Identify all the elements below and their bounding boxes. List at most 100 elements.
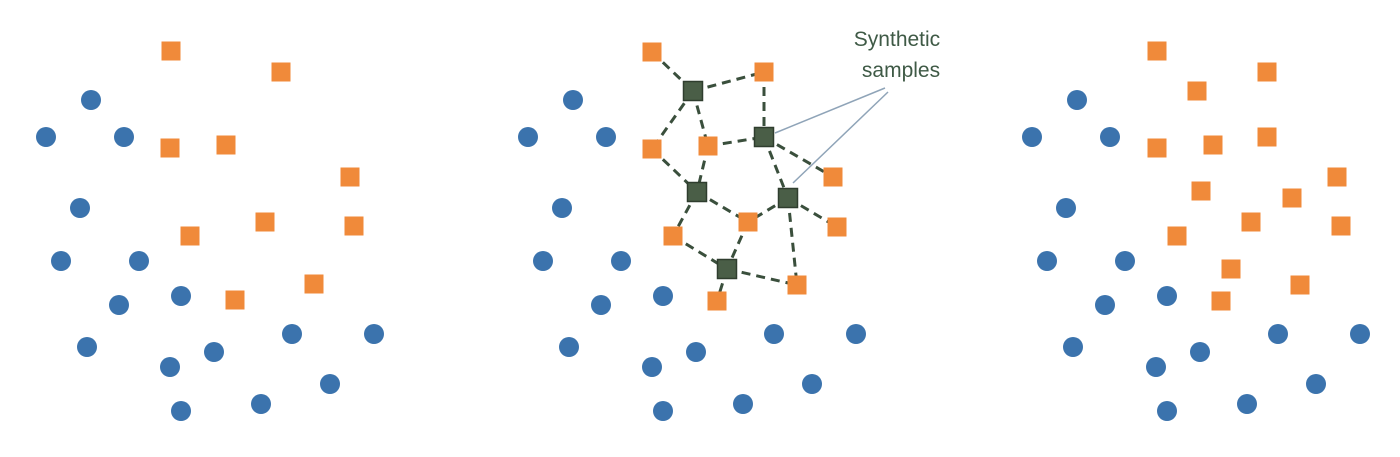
majority-sample-point bbox=[1056, 198, 1076, 218]
majority-sample-point bbox=[764, 324, 784, 344]
majority-sample-point bbox=[846, 324, 866, 344]
majority-sample-point bbox=[251, 394, 271, 414]
majority-sample-point bbox=[559, 337, 579, 357]
minority-sample-point bbox=[1257, 62, 1277, 82]
minority-sample-point bbox=[787, 275, 807, 295]
majority-sample-point bbox=[596, 127, 616, 147]
majority-sample-point bbox=[171, 401, 191, 421]
majority-sample-point bbox=[1146, 357, 1166, 377]
minority-sample-point bbox=[1187, 81, 1207, 101]
interpolation-edge bbox=[692, 70, 765, 93]
majority-sample-point bbox=[70, 198, 90, 218]
minority-sample-point bbox=[180, 226, 200, 246]
minority-sample-point bbox=[698, 136, 718, 156]
majority-sample-point bbox=[653, 401, 673, 421]
synthetic-sample-point bbox=[716, 258, 738, 280]
majority-sample-point bbox=[552, 198, 572, 218]
majority-sample-point bbox=[282, 324, 302, 344]
annotation-label-line2: samples bbox=[862, 59, 940, 82]
minority-sample-point bbox=[738, 212, 758, 232]
interpolation-edge bbox=[726, 267, 798, 287]
majority-sample-point bbox=[77, 337, 97, 357]
synthetic-sample-point bbox=[686, 181, 708, 203]
minority-sample-point bbox=[1211, 291, 1231, 311]
minority-sample-point bbox=[1290, 275, 1310, 295]
majority-sample-point bbox=[129, 251, 149, 271]
panel-original bbox=[36, 41, 384, 421]
majority-sample-point bbox=[114, 127, 134, 147]
synthetic-sample-point bbox=[682, 80, 704, 102]
majority-sample-point bbox=[653, 286, 673, 306]
interpolation-edges bbox=[650, 50, 838, 302]
minority-sample-point bbox=[1147, 41, 1167, 61]
minority-sample-point bbox=[663, 226, 683, 246]
annotation-pointer-line bbox=[774, 87, 886, 134]
majority-sample-point bbox=[686, 342, 706, 362]
minority-sample-point bbox=[823, 167, 843, 187]
minority-sample-point bbox=[1221, 259, 1241, 279]
majority-sample-point bbox=[36, 127, 56, 147]
minority-sample-point bbox=[642, 139, 662, 159]
minority-sample-point bbox=[827, 217, 847, 237]
majority-sample-point bbox=[518, 127, 538, 147]
majority-sample-point bbox=[1350, 324, 1370, 344]
minority-sample-point bbox=[754, 62, 774, 82]
majority-sample-point bbox=[1022, 127, 1042, 147]
majority-sample-point bbox=[1268, 324, 1288, 344]
majority-sample-point bbox=[642, 357, 662, 377]
minority-sample-point bbox=[1191, 181, 1211, 201]
majority-sample-point bbox=[1157, 286, 1177, 306]
minority-sample-point bbox=[1257, 127, 1277, 147]
majority-sample-point bbox=[1067, 90, 1087, 110]
panel-smote-interpolation bbox=[518, 42, 866, 421]
majority-sample-point bbox=[1100, 127, 1120, 147]
minority-sample-point bbox=[216, 135, 236, 155]
minority-sample-point bbox=[255, 212, 275, 232]
majority-sample-point bbox=[591, 295, 611, 315]
majority-sample-point bbox=[733, 394, 753, 414]
minority-sample-point bbox=[304, 274, 324, 294]
interpolation-edge bbox=[786, 197, 799, 286]
synthetic-sample-point bbox=[753, 126, 775, 148]
annotation-pointer-line bbox=[792, 91, 889, 184]
minority-sample-point bbox=[340, 167, 360, 187]
minority-sample-point bbox=[1203, 135, 1223, 155]
majority-sample-point bbox=[320, 374, 340, 394]
majority-sample-point bbox=[802, 374, 822, 394]
majority-sample-point bbox=[109, 295, 129, 315]
minority-sample-point bbox=[1331, 216, 1351, 236]
majority-sample-point bbox=[1157, 401, 1177, 421]
majority-sample-point bbox=[81, 90, 101, 110]
minority-sample-point bbox=[642, 42, 662, 62]
minority-sample-point bbox=[1167, 226, 1187, 246]
majority-sample-point bbox=[51, 251, 71, 271]
majority-sample-point bbox=[204, 342, 224, 362]
minority-sample-point bbox=[160, 138, 180, 158]
synthetic-sample-point bbox=[777, 187, 799, 209]
majority-sample-point bbox=[1190, 342, 1210, 362]
minority-sample-point bbox=[1282, 188, 1302, 208]
minority-sample-point bbox=[1327, 167, 1347, 187]
interpolation-edge bbox=[762, 136, 790, 199]
interpolation-edge bbox=[763, 135, 834, 179]
majority-sample-point bbox=[1037, 251, 1057, 271]
majority-sample-point bbox=[1063, 337, 1083, 357]
majority-sample-point bbox=[160, 357, 180, 377]
majority-sample-point bbox=[1115, 251, 1135, 271]
majority-sample-point bbox=[611, 251, 631, 271]
majority-sample-point bbox=[533, 251, 553, 271]
interpolation-edge bbox=[650, 90, 695, 150]
minority-sample-point bbox=[1147, 138, 1167, 158]
minority-sample-point bbox=[1241, 212, 1261, 232]
majority-sample-point bbox=[1306, 374, 1326, 394]
minority-sample-point bbox=[271, 62, 291, 82]
minority-sample-point bbox=[707, 291, 727, 311]
minority-sample-point bbox=[161, 41, 181, 61]
annotation-label-line1: Synthetic bbox=[854, 28, 940, 51]
majority-sample-point bbox=[563, 90, 583, 110]
majority-sample-point bbox=[1095, 295, 1115, 315]
majority-sample-point bbox=[171, 286, 191, 306]
minority-sample-point bbox=[344, 216, 364, 236]
panel-oversampled-result bbox=[1022, 41, 1370, 421]
